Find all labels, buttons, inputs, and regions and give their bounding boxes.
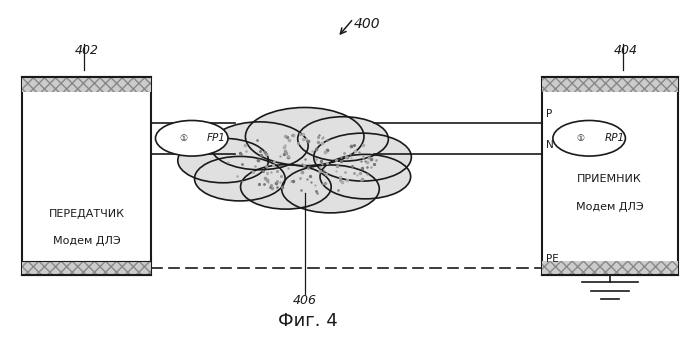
Text: ①: ① bbox=[179, 134, 188, 143]
Circle shape bbox=[298, 117, 389, 161]
Bar bbox=[22, 77, 151, 275]
Text: N: N bbox=[546, 140, 554, 150]
Text: Модем ДЛЭ: Модем ДЛЭ bbox=[53, 236, 120, 246]
Text: FP1: FP1 bbox=[207, 133, 226, 143]
Circle shape bbox=[314, 133, 412, 181]
Text: ПРИЕМНИК: ПРИЕМНИК bbox=[578, 174, 642, 184]
Text: Фиг. 4: Фиг. 4 bbox=[279, 312, 338, 330]
Circle shape bbox=[281, 165, 379, 213]
Text: P: P bbox=[546, 109, 552, 119]
Bar bbox=[542, 77, 678, 275]
Circle shape bbox=[178, 138, 268, 183]
Circle shape bbox=[246, 108, 364, 166]
Text: Модем ДЛЭ: Модем ДЛЭ bbox=[576, 202, 643, 212]
Circle shape bbox=[262, 138, 374, 193]
Circle shape bbox=[320, 154, 411, 199]
Text: 400: 400 bbox=[354, 17, 380, 31]
Bar bbox=[542, 262, 678, 275]
Text: ПЕРЕДАТЧИК: ПЕРЕДАТЧИК bbox=[49, 208, 125, 219]
Bar bbox=[22, 262, 151, 275]
Circle shape bbox=[241, 165, 331, 209]
Circle shape bbox=[155, 120, 228, 156]
Circle shape bbox=[276, 130, 368, 174]
Circle shape bbox=[195, 156, 285, 201]
Text: ①: ① bbox=[577, 134, 584, 143]
Circle shape bbox=[553, 120, 625, 156]
Circle shape bbox=[239, 135, 350, 190]
Circle shape bbox=[232, 145, 329, 193]
Circle shape bbox=[211, 122, 308, 170]
Text: 406: 406 bbox=[293, 294, 316, 307]
Text: 402: 402 bbox=[75, 44, 99, 57]
Text: PE: PE bbox=[546, 254, 559, 264]
Bar bbox=[542, 77, 678, 92]
Bar bbox=[22, 77, 151, 92]
Text: 404: 404 bbox=[613, 44, 638, 57]
Text: RP1: RP1 bbox=[605, 133, 624, 143]
